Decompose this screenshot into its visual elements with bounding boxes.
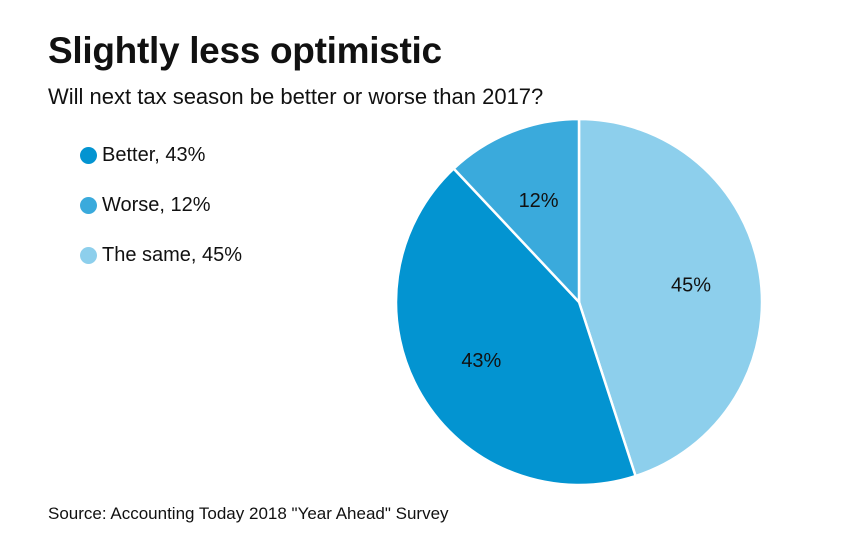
pie-slice-worse — [452, 117, 581, 304]
chart-title: Slightly less optimistic — [48, 30, 442, 71]
pie-slice-the-same — [577, 117, 764, 478]
legend-item-better: Better, 43% — [80, 143, 242, 168]
legend-swatch-the-same — [80, 247, 97, 264]
legend-item-worse: Worse, 12% — [80, 193, 242, 218]
pie-label-worse: 12% — [519, 190, 559, 212]
legend-label-worse: Worse, 12% — [102, 194, 211, 216]
pie-label-better: 43% — [461, 350, 501, 372]
pie-label-the-same: 45% — [671, 274, 711, 296]
pie-slice-better — [394, 167, 637, 487]
legend-label-the-same: The same, 45% — [102, 244, 243, 266]
legend-label-better: Better, 43% — [102, 144, 206, 166]
source-note: Source: Accounting Today 2018 "Year Ahea… — [48, 504, 449, 523]
chart-subtitle: Will next tax season be better or worse … — [48, 84, 544, 109]
legend-swatch-worse — [80, 197, 97, 214]
legend-item-the-same: The same, 45% — [80, 243, 242, 268]
legend: Better, 43% Worse, 12% The same, 45% — [80, 143, 242, 293]
legend-swatch-better — [80, 147, 97, 164]
